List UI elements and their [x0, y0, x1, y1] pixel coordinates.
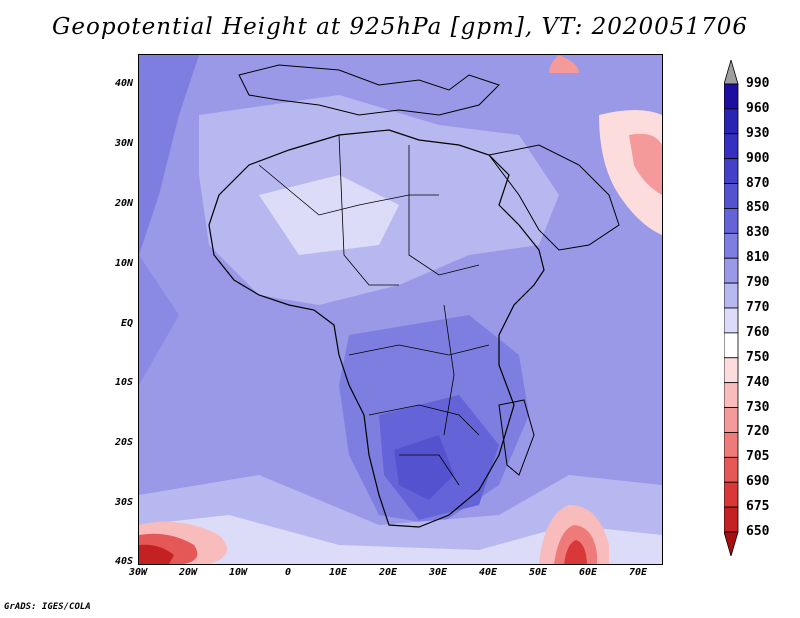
- colorbar-label: 930: [746, 125, 770, 141]
- colorbar: [724, 60, 739, 556]
- colorbar-swatch: [724, 133, 739, 160]
- map-field: [139, 55, 662, 564]
- lon-label: 30E: [428, 567, 448, 578]
- europe-outline: [238, 64, 500, 116]
- country-border-4: [348, 344, 490, 356]
- colorbar-swatch: [724, 407, 739, 433]
- colorbar-swatch: [724, 357, 739, 384]
- field-region-nw: [139, 55, 199, 255]
- colorbar-label: 960: [746, 100, 770, 116]
- lat-label: 10S: [114, 377, 133, 388]
- country-border-2: [338, 134, 399, 286]
- colorbar-label: 850: [746, 200, 770, 216]
- lat-label: 40N: [114, 78, 133, 89]
- colorbar-swatch: [724, 208, 739, 234]
- colorbar-swatch: [724, 83, 739, 110]
- geopotential-map: [138, 54, 663, 565]
- colorbar-swatch-top: [724, 60, 739, 85]
- low-pressure-sw-core: [139, 544, 174, 564]
- arabia-outline: [488, 144, 620, 251]
- lat-label: 30N: [114, 138, 133, 149]
- colorbar-swatch: [724, 232, 739, 259]
- colorbar-label: 760: [746, 324, 770, 340]
- colorbar-label: 810: [746, 250, 770, 266]
- country-border-5: [368, 404, 480, 436]
- great-lakes-border: [443, 304, 455, 436]
- country-border-1: [258, 164, 439, 216]
- colorbar-swatch: [724, 456, 739, 483]
- colorbar-swatches: [724, 60, 739, 556]
- colorbar-swatch: [724, 282, 739, 309]
- colorbar-label: 690: [746, 474, 770, 490]
- lat-label: EQ: [120, 318, 133, 329]
- colorbar-label: 720: [746, 424, 770, 440]
- colorbar-swatch: [724, 257, 739, 284]
- colorbar-swatch: [724, 108, 739, 135]
- colorbar-label: 730: [746, 399, 770, 415]
- lon-label: 30W: [128, 567, 148, 578]
- colorbar-swatch: [724, 332, 739, 359]
- colorbar-label: 675: [746, 499, 770, 515]
- low-pressure-ne-core: [629, 133, 662, 195]
- lat-label: 20N: [114, 198, 133, 209]
- colorbar-label: 900: [746, 150, 770, 166]
- colorbar-label: 790: [746, 275, 770, 291]
- low-pressure-n-core: [549, 55, 579, 73]
- colorbar-label: 990: [746, 76, 770, 91]
- lon-label: 50E: [528, 567, 548, 578]
- colorbar-label: 770: [746, 300, 770, 315]
- colorbar-swatch: [724, 307, 739, 334]
- lat-label: 20S: [114, 437, 133, 448]
- colorbar-label: 750: [746, 349, 770, 365]
- plot-title: Geopotential Height at 925hPa [gpm], VT:…: [52, 14, 748, 40]
- lat-label: 40S: [114, 556, 133, 567]
- lat-label: 30S: [114, 497, 133, 508]
- madagascar-outline: [498, 399, 535, 476]
- lon-label: 20E: [378, 567, 398, 578]
- country-border-6: [399, 454, 460, 486]
- lon-label: 0: [284, 567, 292, 578]
- colorbar-swatch: [724, 382, 739, 408]
- footer-credit: GrADS: IGES/COLA: [4, 602, 91, 612]
- lon-label: 10W: [228, 567, 248, 578]
- colorbar-swatch: [724, 432, 739, 458]
- colorbar-label: 870: [746, 175, 770, 191]
- lat-label: 10N: [114, 258, 133, 269]
- field-region-sahara: [259, 175, 399, 255]
- colorbar-label: 705: [746, 449, 770, 465]
- lon-label: 20W: [178, 567, 198, 578]
- lon-label: 40E: [478, 567, 498, 578]
- colorbar-swatch-bottom: [724, 531, 739, 556]
- country-border-3: [408, 145, 480, 276]
- colorbar-label: 830: [746, 225, 770, 241]
- colorbar-swatch: [724, 481, 739, 508]
- field-region-southern-ocean-2: [139, 515, 662, 564]
- low-pressure-se-core: [564, 540, 587, 564]
- colorbar-label: 740: [746, 374, 770, 390]
- colorbar-swatch: [724, 506, 739, 533]
- lon-label: 70E: [628, 567, 648, 578]
- colorbar-swatch: [724, 158, 739, 184]
- lon-label: 10E: [328, 567, 348, 578]
- africa-outline: [208, 129, 545, 528]
- field-region-core: [394, 435, 454, 500]
- colorbar-swatch: [724, 183, 739, 209]
- colorbar-label: 650: [746, 524, 770, 539]
- lon-label: 60E: [578, 567, 598, 578]
- field-region-w: [139, 255, 179, 385]
